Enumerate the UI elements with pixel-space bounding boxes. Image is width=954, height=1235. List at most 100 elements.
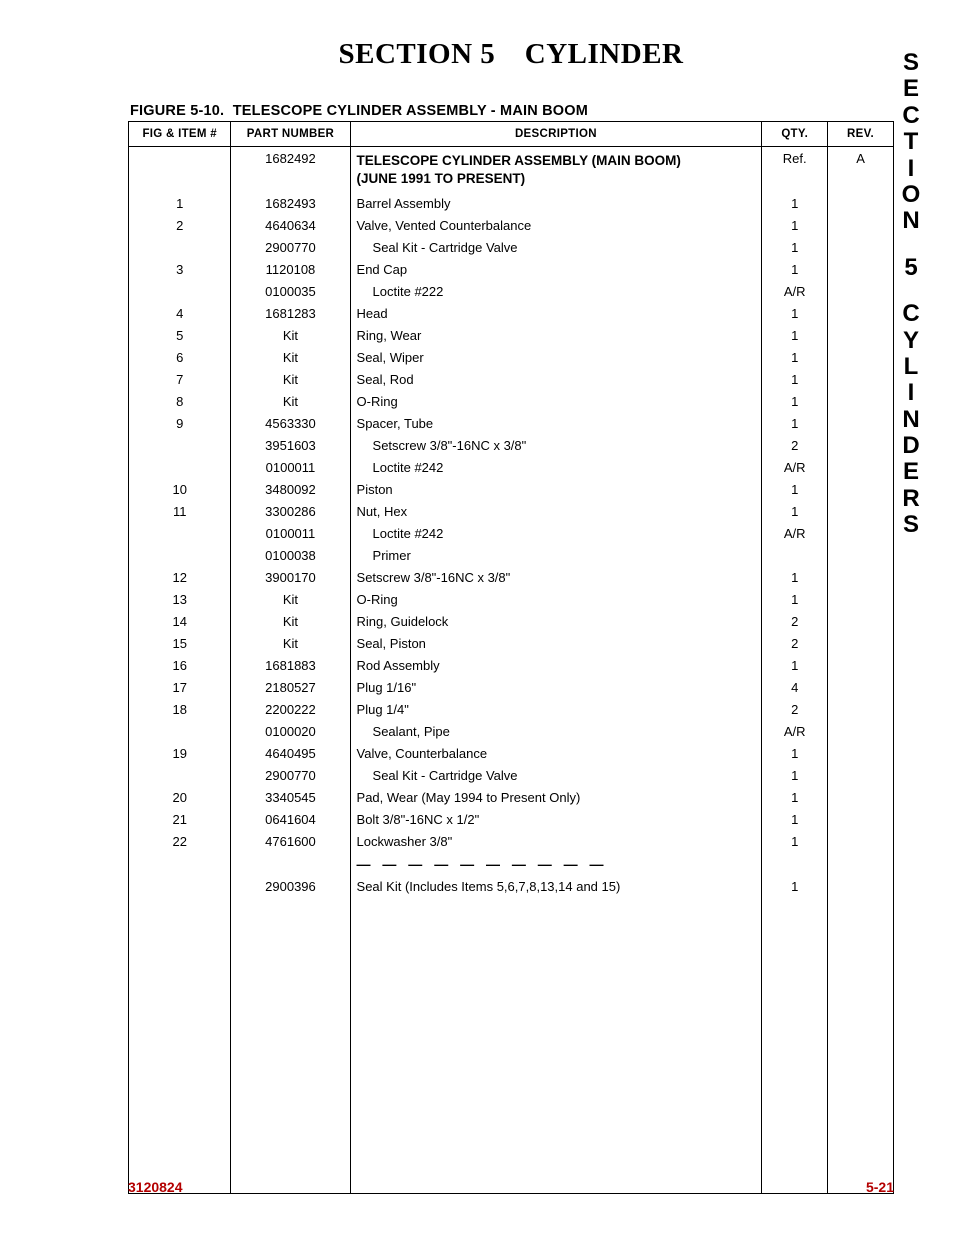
- cell-empty: [828, 852, 894, 875]
- title-desc-line2: (JUNE 1991 TO PRESENT): [357, 171, 526, 186]
- cell-rev: [828, 324, 894, 346]
- cell-qty: 1: [762, 346, 828, 368]
- cell-fig: 3: [129, 258, 231, 280]
- cell-description: Rod Assembly: [350, 654, 762, 676]
- cell-qty: 1: [762, 566, 828, 588]
- cell-fig: [129, 875, 231, 897]
- cell-empty: [828, 897, 894, 1193]
- cell-qty: 2: [762, 610, 828, 632]
- table-row: 123900170Setscrew 3/8"-16NC x 3/8"1: [129, 566, 894, 588]
- cell-rev: [828, 192, 894, 214]
- cell-rev: A: [828, 147, 894, 193]
- cell-description: Setscrew 3/8"-16NC x 3/8": [350, 434, 762, 456]
- cell-qty: Ref.: [762, 147, 828, 193]
- title-desc-line1: TELESCOPE CYLINDER ASSEMBLY (MAIN BOOM): [357, 153, 681, 168]
- cell-rev: [828, 588, 894, 610]
- cell-part-number: 0100020: [231, 720, 350, 742]
- cell-qty: 1: [762, 742, 828, 764]
- footer-page-number: 5-21: [866, 1179, 894, 1195]
- table-row: 5KitRing, Wear1: [129, 324, 894, 346]
- cell-part-number: 0641604: [231, 808, 350, 830]
- cell-fig: 13: [129, 588, 231, 610]
- cell-fig: 7: [129, 368, 231, 390]
- cell-part-number: Kit: [231, 368, 350, 390]
- cell-description: Seal Kit (Includes Items 5,6,7,8,13,14 a…: [350, 875, 762, 897]
- cell-fig: 21: [129, 808, 231, 830]
- cell-rev: [828, 302, 894, 324]
- cell-qty: 1: [762, 192, 828, 214]
- table-row: 14KitRing, Guidelock2: [129, 610, 894, 632]
- footer-doc-number: 3120824: [128, 1179, 183, 1195]
- cell-fig: 11: [129, 500, 231, 522]
- cell-fig: 8: [129, 390, 231, 412]
- cell-description: Loctite #222: [350, 280, 762, 302]
- parts-table: FIG & ITEM # PART NUMBER DESCRIPTION QTY…: [128, 121, 894, 1194]
- figure-title: TELESCOPE CYLINDER ASSEMBLY - MAIN BOOM: [233, 103, 588, 119]
- cell-part-number: Kit: [231, 390, 350, 412]
- page-footer: 3120824 5-21: [128, 1179, 894, 1195]
- cell-part-number: Kit: [231, 632, 350, 654]
- cell-part-number: 4640495: [231, 742, 350, 764]
- cell-part-number: 3340545: [231, 786, 350, 808]
- cell-description: End Cap: [350, 258, 762, 280]
- filler-row: [129, 897, 894, 1193]
- table-row: 11682493Barrel Assembly1: [129, 192, 894, 214]
- cell-part-number: 3480092: [231, 478, 350, 500]
- cell-part-number: Kit: [231, 588, 350, 610]
- cell-rev: [828, 390, 894, 412]
- table-row: 172180527Plug 1/16"4: [129, 676, 894, 698]
- col-header-desc: DESCRIPTION: [350, 122, 762, 147]
- cell-part-number: 2180527: [231, 676, 350, 698]
- cell-description: Spacer, Tube: [350, 412, 762, 434]
- cell-fig: [129, 236, 231, 258]
- col-header-fig: FIG & ITEM #: [129, 122, 231, 147]
- table-row: 3951603Setscrew 3/8"-16NC x 3/8"2: [129, 434, 894, 456]
- cell-fig: 6: [129, 346, 231, 368]
- cell-qty: 1: [762, 654, 828, 676]
- cell-part-number: 0100038: [231, 544, 350, 566]
- cell-part-number: 0100011: [231, 522, 350, 544]
- cell-part-number: Kit: [231, 324, 350, 346]
- cell-qty: 1: [762, 258, 828, 280]
- separator-row: — — — — — — — — — —: [129, 852, 894, 875]
- cell-description: Seal, Wiper: [350, 346, 762, 368]
- table-row: 0100038Primer: [129, 544, 894, 566]
- cell-qty: 2: [762, 632, 828, 654]
- cell-rev: [828, 258, 894, 280]
- cell-empty: [231, 897, 350, 1193]
- cell-part-number: 4761600: [231, 830, 350, 852]
- cell-rev: [828, 500, 894, 522]
- cell-qty: A/R: [762, 456, 828, 478]
- cell-rev: [828, 610, 894, 632]
- table-row: 224761600Lockwasher 3/8"1: [129, 830, 894, 852]
- figure-prefix: FIGURE 5-10.: [130, 103, 224, 119]
- cell-qty: 1: [762, 368, 828, 390]
- cell-rev: [828, 632, 894, 654]
- cell-rev: [828, 522, 894, 544]
- cell-qty: 1: [762, 500, 828, 522]
- cell-fig: 19: [129, 742, 231, 764]
- cell-fig: 1: [129, 192, 231, 214]
- cell-fig: 17: [129, 676, 231, 698]
- cell-description: Ring, Wear: [350, 324, 762, 346]
- cell-rev: [828, 368, 894, 390]
- cell-description: Seal Kit - Cartridge Valve: [350, 236, 762, 258]
- table-row: 113300286Nut, Hex1: [129, 500, 894, 522]
- section-title: SECTION 5 CYLINDER: [128, 38, 894, 71]
- cell-part-number: 3300286: [231, 500, 350, 522]
- cell-part-number: 1681283: [231, 302, 350, 324]
- cell-part-number: 2200222: [231, 698, 350, 720]
- table-title-row: 1682492 TELESCOPE CYLINDER ASSEMBLY (MAI…: [129, 147, 894, 193]
- cell-description: Valve, Counterbalance: [350, 742, 762, 764]
- cell-rev: [828, 764, 894, 786]
- side-tab-word: CYLINDERS: [900, 301, 922, 539]
- cell-rev: [828, 412, 894, 434]
- cell-description: O-Ring: [350, 390, 762, 412]
- cell-qty: 1: [762, 478, 828, 500]
- cell-part-number: 1682493: [231, 192, 350, 214]
- cell-qty: 1: [762, 324, 828, 346]
- cell-fig: [129, 544, 231, 566]
- cell-qty: 1: [762, 764, 828, 786]
- table-row: 0100035Loctite #222A/R: [129, 280, 894, 302]
- table-row: 24640634Valve, Vented Counterbalance1: [129, 214, 894, 236]
